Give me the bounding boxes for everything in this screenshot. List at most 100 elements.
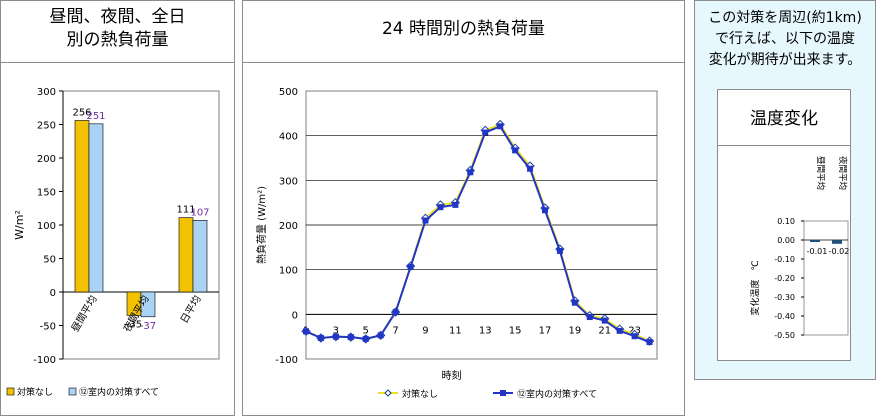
line-x-tick-label: 5: [363, 325, 369, 336]
bar-y-tick-label: 250: [37, 121, 56, 132]
line-point-indoor-measures: [586, 314, 593, 321]
bar-y-axis-label: W/m²: [13, 210, 26, 240]
line-point-indoor-measures: [347, 334, 354, 341]
temp-y-tick-label: -0.30: [774, 293, 795, 302]
line-y-tick-label: 300: [279, 176, 298, 187]
bar-y-tick-label: 150: [37, 188, 56, 199]
line-x-tick-label: 7: [392, 325, 398, 336]
line-point-indoor-measures: [527, 165, 534, 172]
temp-y-tick-label: -0.10: [774, 255, 795, 264]
line-point-indoor-measures: [422, 217, 429, 224]
bar-y-tick-label: 200: [37, 154, 56, 165]
temperature-change-box: 温度変化 0.10 0.00 -0.10 -0.20 -0.30 -0.40 -0.50 変化…: [717, 89, 851, 361]
line-point-indoor-measures: [303, 328, 309, 335]
bar-y-tick-label: -50: [40, 322, 56, 333]
bar-legend-label: ⑫室内の対策すべて: [79, 386, 159, 398]
bar-data-label: 111: [176, 205, 195, 216]
bar-y-tick-label: -100: [33, 355, 56, 366]
line-point-indoor-measures: [512, 147, 519, 154]
temp-category-label: 昼間平均: [815, 156, 826, 190]
line-point-indoor-measures: [631, 333, 638, 340]
line-point-indoor-measures: [377, 332, 384, 339]
line-point-indoor-measures: [332, 333, 339, 340]
temp-y-axis-label: 変化温度 ℃: [749, 260, 761, 315]
temperature-note-panel: この対策を周辺(約1km) で行えば、以下の温度 変化が期待が出来ます。 温度変…: [694, 0, 876, 380]
line-point-indoor-measures: [437, 204, 444, 211]
note-line-3: 変化が期待が出来ます。: [708, 52, 862, 68]
line-y-tick-label: 200: [279, 221, 298, 232]
line-point-indoor-measures: [646, 339, 653, 346]
bar-legend-swatch: [6, 387, 15, 396]
bar-data-label: 251: [86, 111, 105, 122]
line-x-tick-label: 3: [333, 325, 339, 336]
bar-y-tick-label: 100: [37, 221, 56, 232]
center-panel: 24 時間別の熱負荷量 -100 0 100 200 300 400 500 13 5 7 9 11 1…: [242, 0, 685, 416]
line-point-indoor-measures: [497, 123, 504, 130]
temperature-change-bar-chart: 0.10 0.00 -0.10 -0.20 -0.30 -0.40 -0.50 変化温度 ℃ -…: [749, 156, 850, 340]
line-point-indoor-measures: [541, 207, 548, 214]
hourly-heat-load-line-chart: -10001002003004005001357911131517192123熱…: [255, 87, 658, 400]
temp-y-tick-label: 0.00: [777, 236, 795, 245]
line-x-tick-label: 19: [568, 325, 581, 336]
line-point-indoor-measures: [482, 129, 489, 136]
temperature-change-divider: [718, 145, 850, 146]
left-panel: 昼間、夜間、全日 別の熱負荷量 -100 -50 0 50 100 150 200 250 30…: [0, 0, 235, 416]
bar-indoor-measures: [140, 291, 156, 318]
temperature-change-title: 温度変化: [750, 109, 818, 129]
line-point-indoor-measures: [392, 309, 399, 316]
bar-indoor-measures: [192, 220, 208, 293]
line-x-tick-label: 21: [598, 325, 611, 336]
bar-legend-label: 対策なし: [17, 386, 53, 398]
temp-y-tick-label: -0.50: [774, 331, 795, 340]
bar-data-label: 256: [72, 107, 91, 118]
line-legend-label: ⑫室内の対策すべて: [517, 388, 597, 400]
bar-data-label: -35: [126, 319, 142, 330]
temp-y-tick-label: 0.10: [777, 217, 795, 226]
bar-y-tick-label: 300: [37, 87, 56, 98]
line-legend-label: 対策なし: [402, 388, 438, 400]
bar-legend-swatch: [68, 387, 77, 396]
line-y-tick-label: 500: [279, 87, 298, 98]
line-x-axis-label: 時刻: [442, 369, 462, 382]
line-point-indoor-measures: [407, 263, 414, 270]
line-x-tick-label: 17: [539, 325, 552, 336]
temp-bar: [810, 240, 820, 242]
line-x-tick-label: 9: [422, 325, 428, 336]
line-point-indoor-measures: [571, 299, 578, 306]
line-x-tick-label: 11: [449, 325, 462, 336]
temp-category-label: 夜間平均: [837, 156, 848, 190]
bar-indoor-measures: [88, 123, 104, 293]
line-y-axis-label: 熱負荷量 (W/m²): [255, 186, 268, 264]
center-panel-title: 24 時間別の熱負荷量: [381, 19, 546, 39]
temp-bar: [832, 240, 842, 244]
line-legend-marker: [384, 389, 392, 397]
bar-y-tick-label: 50: [43, 255, 56, 266]
line-point-indoor-measures: [362, 335, 369, 342]
bar-no-measures: [178, 217, 194, 293]
line-legend-marker: [500, 390, 506, 396]
bar-data-label: -37: [140, 321, 156, 332]
line-y-tick-label: 0: [292, 310, 298, 321]
bar-no-measures: [74, 120, 90, 293]
temp-y-tick-label: -0.20: [774, 274, 795, 283]
line-point-indoor-measures: [601, 317, 608, 324]
bar-data-label: 107: [190, 207, 209, 218]
temp-y-tick-label: -0.40: [774, 312, 795, 321]
line-point-indoor-measures: [556, 247, 563, 254]
line-point-indoor-measures: [467, 169, 474, 176]
line-point-indoor-measures: [452, 201, 459, 208]
line-point-indoor-measures: [616, 327, 623, 334]
temp-bar-value-label: -0.02: [829, 247, 850, 256]
bar-y-tick-label: 0: [50, 288, 56, 299]
line-y-tick-label: 400: [279, 132, 298, 143]
line-x-tick-label: 15: [509, 325, 522, 336]
note-line-1: この対策を周辺(約1km): [708, 10, 862, 26]
temp-plot-area: [803, 220, 849, 336]
left-panel-title-line1: 昼間、夜間、全日: [49, 7, 186, 27]
line-point-indoor-measures: [317, 335, 324, 342]
line-x-tick-label: 13: [479, 325, 492, 336]
left-panel-title-line2: 別の熱負荷量: [66, 30, 169, 50]
line-y-tick-label: 100: [279, 266, 298, 277]
note-line-2: で行えば、以下の温度: [715, 31, 855, 47]
